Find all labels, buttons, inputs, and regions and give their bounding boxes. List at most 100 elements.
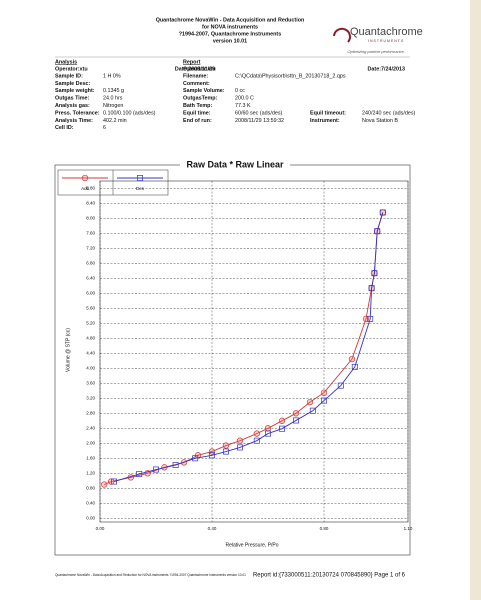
field-label: Press. Tolerance:: [55, 110, 100, 116]
data-marker: [367, 315, 374, 322]
data-marker: [362, 315, 370, 323]
field-value: 60/60 sec (ads/des): [235, 110, 283, 116]
field-value: Nitrogen: [103, 103, 123, 109]
data-marker: [351, 363, 358, 370]
field-label: Sample weight:: [55, 88, 95, 94]
x-axis-label: Relative Pressure, P/Po: [225, 542, 278, 548]
data-marker: [279, 425, 285, 432]
legend-label: Des: [136, 186, 145, 191]
series-line: [113, 212, 384, 482]
data-marker: [379, 209, 386, 216]
chart: Raw Data * Raw Linear Volume @ STP (cc) …: [54, 159, 413, 556]
legend-marker: [81, 174, 89, 182]
tagline: Optimizing particle performance.: [347, 49, 405, 54]
data-marker: [111, 478, 117, 485]
series-line: [104, 212, 384, 485]
x-tick-label: 0.80: [320, 526, 329, 531]
y-tick-label: 2.00: [86, 440, 95, 445]
y-tick-label: 7.20: [86, 246, 95, 251]
data-marker: [223, 448, 229, 455]
data-marker: [253, 437, 260, 444]
y-axis-label: Volume @ STP (cc): [65, 328, 71, 372]
data-marker: [309, 407, 316, 414]
y-tick-label: 4.80: [86, 336, 95, 341]
y-tick-label: 2.40: [86, 426, 95, 431]
field-label: Sample Desc:: [55, 81, 91, 87]
field-value: 77.3 K: [235, 103, 251, 109]
data-marker: [264, 425, 272, 432]
field-label: Instrument:: [310, 118, 340, 124]
fields: Sample ID: 1 H 0% Sample Desc:Sample weigh…: [55, 73, 416, 131]
legend-marker: [137, 175, 143, 181]
data-marker: [293, 417, 299, 424]
field-value: 24.0 hrs: [103, 96, 123, 102]
y-tick-label: 8.40: [86, 201, 95, 206]
y-tick-label: 2.80: [86, 411, 95, 416]
data-marker: [337, 382, 344, 389]
date: Date:2008/11/29: [175, 66, 215, 72]
y-tick-label: 8.00: [86, 216, 95, 221]
y-tick-label: 6.40: [86, 276, 95, 281]
logo-sub: INSTRUMENTS: [368, 39, 404, 43]
data-marker: [172, 462, 179, 468]
data-marker: [153, 466, 159, 473]
field-label: Sample ID:: [55, 73, 83, 79]
data-marker: [208, 448, 216, 455]
field-label: Equil time:: [183, 110, 211, 116]
y-tick-label: 6.00: [86, 291, 95, 296]
chart-title: Raw Data * Raw Linear: [186, 159, 284, 169]
data-marker: [253, 430, 260, 437]
y-tick-label: 6.80: [86, 261, 95, 266]
data-marker: [292, 410, 300, 417]
data-marker: [136, 471, 143, 477]
y-tick-label: 4.40: [86, 351, 95, 356]
legend-label: Ads: [81, 186, 90, 191]
y-tick-label: 5.60: [86, 306, 95, 311]
y-tick-label: 0.40: [86, 500, 95, 505]
data-marker: [374, 228, 381, 235]
date: Date:7/24/2013: [368, 66, 405, 72]
header-line: version 10.01: [213, 38, 247, 44]
field-value: 0.1345 g: [103, 88, 124, 94]
header-line: ?1994-2007, Quantachrome Instruments: [179, 31, 281, 37]
field-value: 0.100/0.100 (ads/des): [103, 110, 156, 116]
field-value: C:\QCdata\Physisorb\sttn_B_20130718_2.qp…: [235, 73, 346, 79]
data-marker: [371, 270, 378, 277]
logo-swoosh: [333, 27, 351, 43]
field-label: End of run:: [183, 118, 212, 124]
field-label: Bath Temp:: [183, 103, 212, 109]
data-marker: [320, 389, 328, 396]
data-marker: [348, 355, 356, 363]
field-value: 200.0 C: [235, 96, 254, 102]
header-line: for NOVA instruments: [202, 24, 258, 30]
footer-right: Report id:{733000511:20130724 070845890}…: [253, 573, 406, 579]
operator: Operator:xtu: [183, 66, 216, 72]
x-tick-label: 0.00: [96, 526, 105, 531]
y-tick-label: 5.20: [86, 321, 95, 326]
field-label: Comment:: [183, 81, 210, 87]
field-value: 1 H 0%: [103, 73, 121, 79]
operator: Operator:xtu: [55, 66, 88, 72]
field-value: 0 cc: [235, 88, 245, 94]
header-line: Quantachrome NovaWin - Data Acquisition …: [156, 17, 305, 23]
y-tick-label: 0.00: [86, 515, 95, 520]
title-bg: [180, 159, 290, 171]
x-tick-label: 1.10: [404, 526, 413, 531]
data-marker: [306, 398, 314, 406]
y-tick-label: 8.80: [86, 186, 95, 191]
field-label: Analysis gas:: [55, 103, 90, 109]
field-value: Nova Station B: [362, 118, 398, 124]
field-label: Analysis Time:: [55, 118, 93, 124]
y-tick-label: 1.20: [86, 470, 95, 475]
field-label: Filename:: [183, 73, 208, 79]
y-tick-label: 4.00: [86, 366, 95, 371]
field-label: Outgas Time:: [55, 96, 90, 102]
x-tick-label: 0.40: [208, 526, 217, 531]
plot-border: [99, 180, 409, 523]
field-label: OutgasTemp:: [183, 96, 218, 102]
field-label: Cell ID:: [55, 125, 74, 131]
data-marker: [192, 455, 199, 462]
field-value: 6: [103, 125, 106, 131]
data-marker: [101, 481, 108, 488]
